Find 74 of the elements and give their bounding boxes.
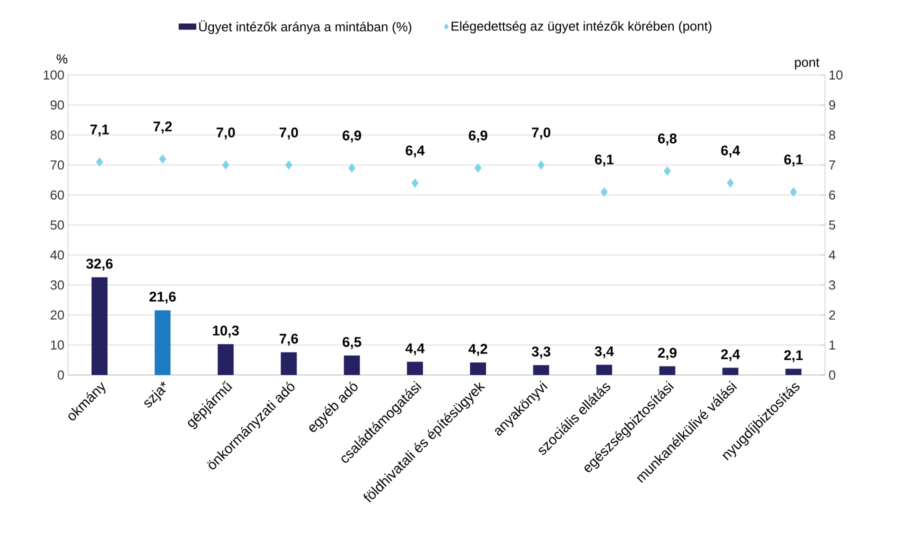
y-axis-title: %: [56, 54, 68, 64]
legend-label: Ügyet intézők aránya a mintában (%): [199, 20, 412, 34]
bar: [406, 362, 423, 375]
data-label: 7,2: [153, 122, 172, 134]
y-tick-label: 80: [50, 130, 64, 140]
y-tick-label: 70: [50, 160, 64, 170]
data-label: 6,8: [658, 134, 677, 146]
data-label: 6,1: [595, 154, 614, 166]
y2-tick-label: 4: [828, 250, 836, 260]
y2-tick-label: 5: [829, 220, 836, 230]
data-label: 7,1: [90, 124, 109, 136]
data-label: 3,4: [594, 346, 614, 358]
data-label: 3,3: [532, 346, 550, 359]
bar: [470, 362, 486, 375]
y-tick-label: 30: [50, 280, 64, 290]
legend-label: Elégedettség az ügyet intézők körében (pont): [452, 21, 712, 34]
point: [96, 157, 104, 167]
data-label: 6,9: [342, 130, 362, 142]
y2-tick-label: 1: [830, 340, 836, 350]
y2-tick-label: 2: [829, 310, 836, 320]
data-label: 2,1: [784, 350, 803, 362]
data-label: 6,4: [406, 146, 425, 158]
bar: [92, 277, 108, 375]
bar: [154, 310, 171, 375]
data-label: 6,9: [468, 130, 488, 142]
data-label: 7,0: [216, 128, 235, 140]
bar: [659, 366, 676, 375]
y2-axis-title: pont: [795, 58, 820, 70]
y2-tick-label: 10: [830, 70, 842, 80]
point: [285, 160, 292, 170]
y2-tick-label: 3: [829, 280, 836, 290]
y2-tick-label: 7: [829, 160, 836, 170]
bar: [722, 368, 738, 375]
data-label: 21,6: [149, 292, 176, 304]
y2-tick-label: 9: [829, 100, 836, 110]
data-label: 32,6: [86, 258, 113, 271]
data-label: 4,4: [405, 343, 425, 356]
data-label: 6,4: [721, 146, 740, 158]
data-label: 10,3: [212, 326, 239, 338]
y-tick-label: 40: [50, 250, 64, 260]
data-label: 7,6: [280, 334, 298, 346]
point: [664, 166, 671, 176]
data-label: 2,9: [658, 348, 677, 360]
point: [159, 154, 166, 164]
data-label: 7,0: [280, 128, 298, 140]
bar: [218, 344, 234, 375]
data-label: 6,5: [342, 337, 362, 349]
y-tick-label: 10: [50, 340, 64, 350]
point: [222, 160, 230, 170]
point: [600, 187, 608, 197]
point: [411, 178, 419, 188]
point: [790, 187, 798, 197]
data-label: 2,4: [721, 349, 740, 362]
bar: [533, 365, 550, 375]
data-label: 6,1: [784, 154, 803, 166]
y-tick-label: 90: [50, 100, 64, 110]
bar: [280, 352, 297, 375]
y-tick-label: 100: [44, 70, 64, 80]
y2-tick-label: 8: [829, 130, 836, 140]
data-label: 4,2: [468, 344, 488, 356]
y-tick-label: 50: [50, 220, 64, 230]
point: [538, 160, 545, 170]
bar: [785, 368, 802, 375]
y-tick-label: 60: [50, 190, 64, 200]
y2-tick-label: 6: [829, 190, 836, 200]
bar: [596, 364, 612, 375]
point: [726, 178, 734, 188]
y2-tick-label: 0: [829, 370, 836, 380]
y-tick-label: 0: [58, 370, 64, 380]
point: [474, 163, 482, 173]
data-label: 7,0: [532, 128, 550, 140]
bar: [344, 356, 360, 375]
y-tick-label: 20: [50, 310, 64, 320]
point: [348, 163, 356, 173]
